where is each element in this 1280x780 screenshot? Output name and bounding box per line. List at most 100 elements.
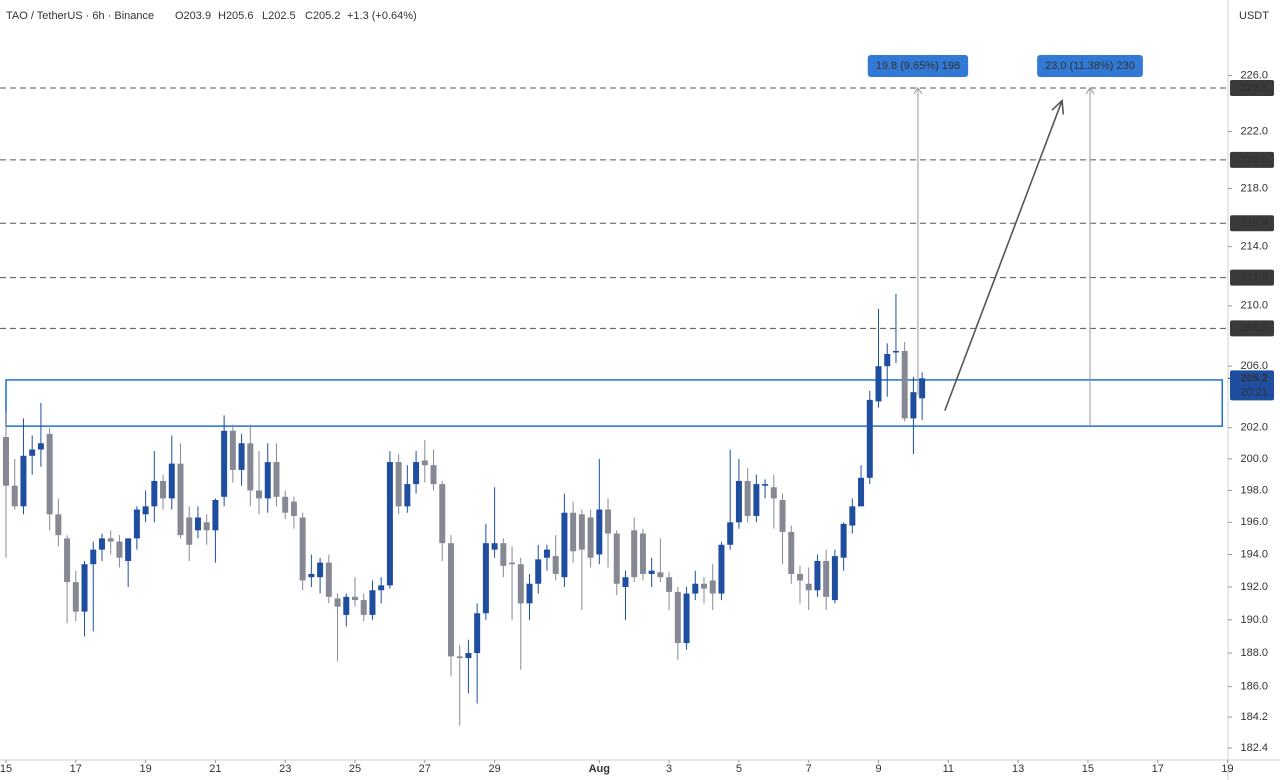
x-tick-label: 27 <box>419 763 431 775</box>
level-tag <box>1230 215 1274 232</box>
candle-body <box>901 350 908 419</box>
candle-body <box>823 560 830 597</box>
candle-body <box>884 354 891 367</box>
y-tick-label: 182.4 <box>1240 742 1268 754</box>
candle-body <box>482 543 489 614</box>
y-tick-label: 190.0 <box>1240 614 1268 626</box>
candle-body <box>11 485 18 507</box>
candle-body <box>587 517 594 558</box>
level-label: 225.1 <box>1240 82 1268 94</box>
candle-body <box>735 480 742 523</box>
candle-body <box>866 399 873 478</box>
y-tick-label: 200.0 <box>1240 453 1268 465</box>
level-label: 211.9 <box>1241 271 1268 283</box>
x-tick-label: 11 <box>943 763 954 775</box>
y-tick-label: 184.2 <box>1240 711 1268 723</box>
candle-body <box>613 533 620 584</box>
candle-body <box>491 543 498 550</box>
candle-body <box>352 596 359 601</box>
candle-body <box>840 523 847 558</box>
candle-body <box>858 477 865 507</box>
projection-arrow <box>944 100 1063 411</box>
chart-title: TAO / TetherUS · 6h · Binance <box>6 10 154 22</box>
candle-body <box>386 462 393 586</box>
measure-label: 19.8 (9.65%) 198 <box>876 60 960 72</box>
candle-body <box>29 449 36 456</box>
x-tick-label: 15 <box>0 763 12 775</box>
x-tick-label: 9 <box>875 763 881 775</box>
candle-body <box>273 462 280 497</box>
candle-body <box>37 443 44 450</box>
level-label: 208.5 <box>1240 322 1268 334</box>
candle-body <box>605 509 612 534</box>
candle-body <box>692 583 699 594</box>
candle-body <box>160 480 167 499</box>
candle-body <box>770 487 777 499</box>
x-tick-label: Aug <box>589 763 610 775</box>
candle-body <box>151 480 158 507</box>
last-price-tag <box>1230 370 1274 401</box>
candle-body <box>500 543 507 566</box>
candle-body <box>805 583 812 591</box>
candle-body <box>875 366 882 402</box>
candle-body <box>107 538 114 542</box>
candle-body <box>456 656 463 659</box>
candle-body <box>229 430 236 470</box>
candle-body <box>543 549 550 558</box>
x-tick-label: 21 <box>209 763 221 775</box>
y-tick-label: 194.0 <box>1240 548 1268 560</box>
candle-body <box>919 378 926 399</box>
candle-body <box>631 530 638 578</box>
candle-body <box>779 499 786 532</box>
candle-body <box>535 559 542 584</box>
projection-arrow-head <box>1051 98 1065 115</box>
measure-bg <box>1037 55 1143 77</box>
y-tick-label: 226.0 <box>1240 69 1268 81</box>
candle-body <box>849 506 856 526</box>
candle-body <box>709 580 716 594</box>
candle-body <box>796 573 803 581</box>
candle-body <box>369 590 376 615</box>
candle-body <box>212 499 219 531</box>
candle-body <box>727 522 734 545</box>
candle-body <box>55 514 62 536</box>
candle-body <box>360 600 367 615</box>
candle-body <box>404 484 411 507</box>
y-tick-label: 192.0 <box>1240 581 1268 593</box>
y-tick-label: 222.0 <box>1240 125 1268 137</box>
candle-body <box>317 562 324 578</box>
candle-body <box>46 433 53 515</box>
candle-body <box>439 484 446 544</box>
candle-body <box>142 506 149 515</box>
candle-body <box>125 538 132 561</box>
candle-body <box>334 598 341 607</box>
candle-body <box>639 533 646 574</box>
ohlc-value: H205.6 <box>218 10 253 22</box>
candle-body <box>64 538 71 583</box>
candle-body <box>203 522 210 531</box>
candle-body <box>421 460 428 466</box>
candle-body <box>238 443 245 470</box>
countdown: 20:21 <box>1240 386 1268 398</box>
candle-body <box>762 484 769 486</box>
candle-body <box>831 556 838 601</box>
measure-head <box>913 87 923 95</box>
candle-body <box>910 392 917 419</box>
measure-head <box>1085 87 1095 95</box>
candle-body <box>81 564 88 612</box>
candle-body <box>526 583 533 604</box>
y-tick-label: 188.0 <box>1240 647 1268 659</box>
candle-body <box>256 490 263 499</box>
x-tick-label: 13 <box>1012 763 1024 775</box>
y-tick-label: 196.0 <box>1240 516 1268 528</box>
candle-body <box>194 517 201 531</box>
candle-body <box>657 572 664 578</box>
candle-body <box>465 653 472 659</box>
candle-body <box>744 480 751 516</box>
y-tick-label: 218.0 <box>1240 182 1268 194</box>
candle-body <box>325 562 332 597</box>
x-tick-label: 7 <box>806 763 812 775</box>
candle-body <box>517 564 524 604</box>
candle-body <box>666 577 673 592</box>
